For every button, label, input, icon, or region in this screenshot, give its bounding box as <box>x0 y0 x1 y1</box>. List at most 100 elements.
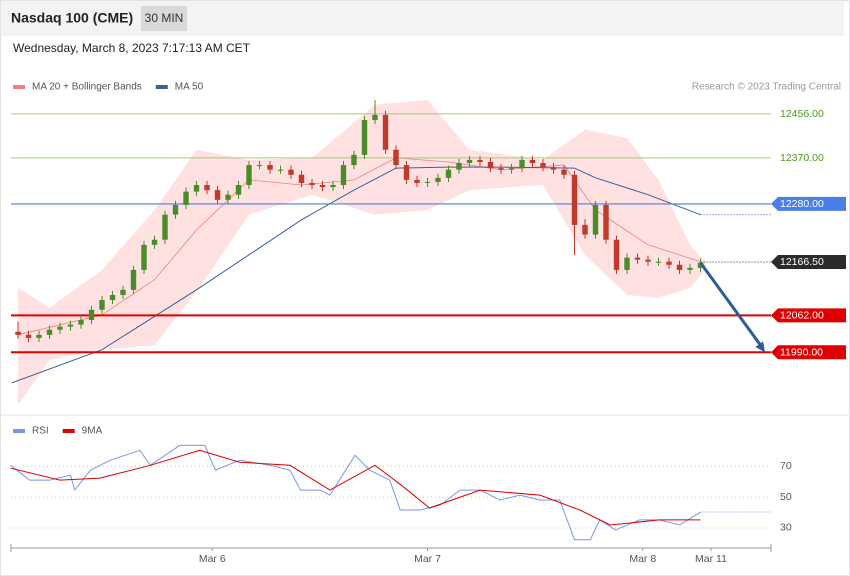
bollinger-band <box>18 100 706 405</box>
candle-body <box>550 167 557 170</box>
candle-body <box>25 334 32 338</box>
candle-body <box>235 185 242 195</box>
candle-body <box>319 185 326 188</box>
candle-body <box>382 114 389 150</box>
candle-body <box>298 174 305 183</box>
level-box <box>771 254 846 269</box>
arrow-head <box>755 341 765 353</box>
candle-body <box>403 165 410 180</box>
level-label: 11990.00 <box>780 346 823 358</box>
candle-body <box>634 257 641 260</box>
rsi-line <box>10 449 701 526</box>
candle-body <box>330 185 336 188</box>
level-label: 12456.00 <box>780 108 824 120</box>
candle-body <box>256 165 263 167</box>
candle-body <box>424 181 431 183</box>
candle-body <box>540 163 546 168</box>
date: Wednesday, March 8, 2023 7:17:13 AM CET <box>13 41 251 55</box>
candle-body <box>393 149 399 166</box>
candle-body <box>309 182 315 185</box>
candle-body <box>88 309 95 320</box>
candle-body <box>15 331 21 335</box>
candle-body <box>582 224 588 235</box>
level-label: 12370.00 <box>780 152 824 164</box>
candle-body <box>645 259 651 262</box>
candle-body <box>529 159 536 164</box>
candle-body <box>519 159 525 169</box>
title: Nasdaq 100 (CME) <box>11 10 133 26</box>
timeframe-badge <box>141 6 187 31</box>
candle-body <box>624 257 630 270</box>
level-label: 12166.50 <box>780 256 824 268</box>
x-tick-label: Mar 11 <box>695 553 727 565</box>
legend-swatch <box>155 85 168 89</box>
candle-body <box>99 300 105 310</box>
candle-body <box>67 324 74 327</box>
candle-body <box>687 267 693 270</box>
candle-body <box>666 261 672 265</box>
candle-body <box>193 185 200 192</box>
x-tick-label: Mar 8 <box>629 553 656 565</box>
candle-body <box>613 239 620 270</box>
candle-body <box>435 177 441 182</box>
candle-body <box>561 169 567 175</box>
legend-label: MA 20 + Bollinger Bands <box>32 82 142 93</box>
candle-body <box>487 161 494 169</box>
legend-swatch <box>13 429 25 433</box>
candle-body <box>267 165 273 170</box>
candle-body <box>414 179 420 183</box>
candle-body <box>172 204 179 215</box>
candle-body <box>676 264 683 270</box>
legend-label: MA 50 <box>175 82 204 93</box>
candle-body <box>120 289 126 295</box>
candle-body <box>445 169 452 178</box>
candle-body <box>351 154 357 166</box>
y-tick-label: 50 <box>780 491 792 503</box>
candle-body <box>508 168 515 170</box>
level-label: 12280.00 <box>780 198 824 210</box>
x-tick-label: Mar 6 <box>199 553 226 565</box>
candle-body <box>225 194 231 200</box>
candle-body <box>372 114 378 121</box>
candle-body <box>456 163 462 170</box>
candle-body <box>246 165 252 185</box>
candle-body <box>57 326 63 330</box>
candle-body <box>183 191 189 205</box>
candle-body <box>477 159 483 162</box>
candle-body <box>361 120 368 155</box>
legend-label: RSI <box>32 426 49 437</box>
y-tick-label: 30 <box>780 522 792 534</box>
candle-body <box>36 334 42 338</box>
target-arrow <box>699 261 764 349</box>
candle-body <box>571 174 578 225</box>
candle-body <box>141 244 147 270</box>
candle-body <box>288 169 294 175</box>
candle-body <box>109 294 116 301</box>
candle-body <box>498 168 504 170</box>
candle-body <box>162 214 168 240</box>
rsi-line <box>10 444 701 541</box>
candle-body <box>466 159 473 164</box>
level-box <box>771 308 846 323</box>
legend-swatch <box>62 429 75 433</box>
credit: Research © 2023 Trading Central <box>692 82 841 93</box>
candle-body <box>592 204 599 235</box>
level-box <box>771 345 846 360</box>
candle-body <box>214 190 221 200</box>
candle-body <box>603 204 609 240</box>
candle-body <box>655 261 662 263</box>
y-tick-label: 70 <box>780 460 792 472</box>
candle-body <box>204 185 210 191</box>
candle-body <box>130 269 137 290</box>
timeframe: 30 MIN <box>145 11 184 25</box>
ma-line <box>17 157 701 336</box>
legend-swatch <box>13 85 25 89</box>
x-tick-label: Mar 7 <box>414 553 441 565</box>
candle-body <box>697 262 704 268</box>
candle-body <box>277 169 284 171</box>
level-label: 12062.00 <box>780 310 824 322</box>
candle-body <box>340 165 347 185</box>
legend-label: 9MA <box>82 426 103 437</box>
